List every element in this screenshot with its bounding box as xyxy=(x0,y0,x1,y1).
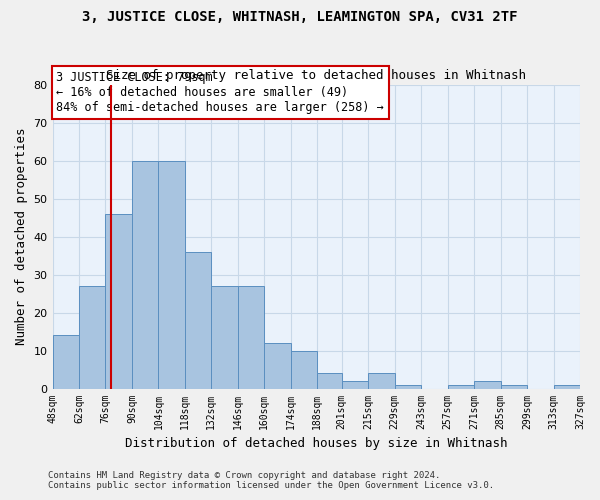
Bar xyxy=(238,286,264,388)
Bar xyxy=(500,385,527,388)
Bar xyxy=(106,214,132,388)
Bar xyxy=(158,160,185,388)
Bar xyxy=(317,374,342,388)
Text: 3, JUSTICE CLOSE, WHITNASH, LEAMINGTON SPA, CV31 2TF: 3, JUSTICE CLOSE, WHITNASH, LEAMINGTON S… xyxy=(82,10,518,24)
Bar xyxy=(368,374,395,388)
Bar xyxy=(554,385,580,388)
Y-axis label: Number of detached properties: Number of detached properties xyxy=(15,128,28,346)
Bar xyxy=(79,286,106,388)
Bar xyxy=(395,385,421,388)
Text: Contains HM Land Registry data © Crown copyright and database right 2024.
Contai: Contains HM Land Registry data © Crown c… xyxy=(48,470,494,490)
X-axis label: Distribution of detached houses by size in Whitnash: Distribution of detached houses by size … xyxy=(125,437,508,450)
Bar xyxy=(53,336,79,388)
Bar xyxy=(211,286,238,388)
Bar xyxy=(474,381,500,388)
Bar xyxy=(291,350,317,389)
Bar xyxy=(132,160,158,388)
Bar xyxy=(264,343,291,388)
Text: 3 JUSTICE CLOSE: 79sqm
← 16% of detached houses are smaller (49)
84% of semi-det: 3 JUSTICE CLOSE: 79sqm ← 16% of detached… xyxy=(56,71,384,114)
Bar xyxy=(448,385,474,388)
Bar xyxy=(185,252,211,388)
Title: Size of property relative to detached houses in Whitnash: Size of property relative to detached ho… xyxy=(106,69,526,82)
Bar xyxy=(342,381,368,388)
